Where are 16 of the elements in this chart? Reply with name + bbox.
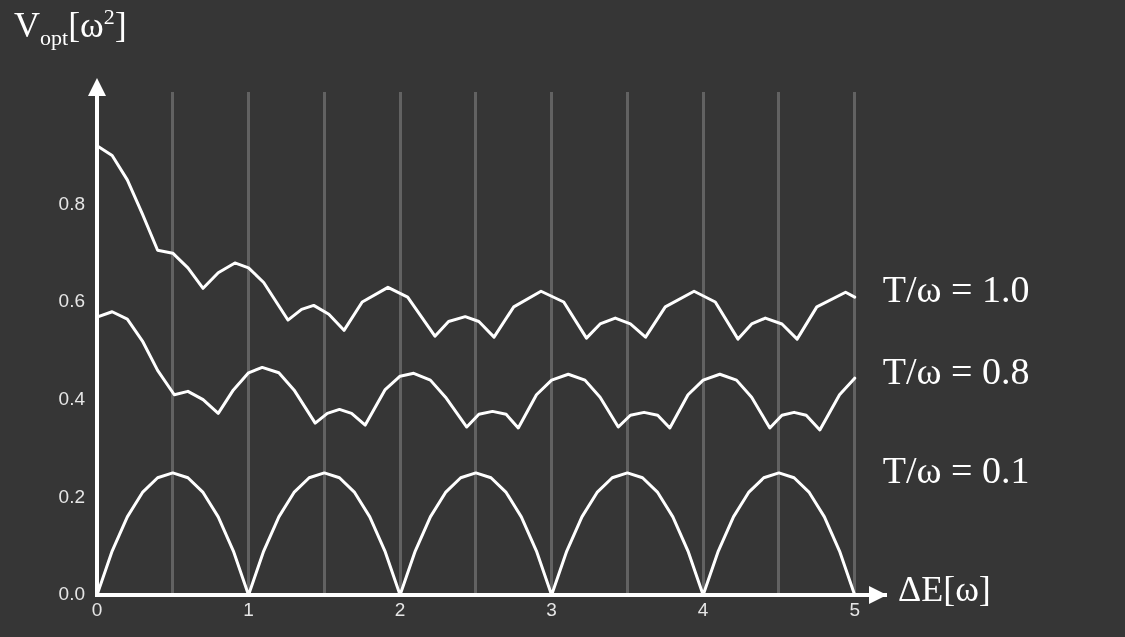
y-tick-label: 0.6: [58, 290, 85, 312]
y-tick-label: 0.0: [58, 583, 85, 605]
y-tick-label: 0.8: [58, 192, 85, 214]
y-axis-title: V$_{opt}$[ω$^{2}$]: [14, 4, 127, 52]
x-tick-label: 3: [546, 598, 557, 620]
x-tick-label: 5: [849, 598, 860, 620]
x-axis-title: ΔE[ω]: [898, 568, 991, 610]
series-label: T/ω = 0.8: [882, 350, 1030, 393]
x-tick-label: 4: [697, 598, 709, 620]
y-tick-label: 0.4: [58, 387, 86, 409]
series-label: T/ω = 0.1: [882, 448, 1030, 491]
x-tick-label: 2: [394, 598, 406, 620]
x-tick-label: 0: [91, 598, 103, 620]
x-tick-label: 1: [243, 598, 254, 620]
y-tick-label: 0.2: [58, 485, 85, 507]
series-label: T/ω = 1.0: [882, 268, 1030, 311]
